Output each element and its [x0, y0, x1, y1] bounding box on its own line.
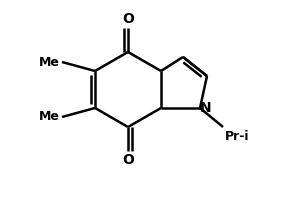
- Text: Pr-i: Pr-i: [225, 130, 249, 143]
- Text: O: O: [122, 12, 134, 26]
- Text: N: N: [200, 101, 212, 115]
- Text: Me: Me: [39, 110, 60, 124]
- Text: Me: Me: [39, 56, 60, 68]
- Text: O: O: [122, 153, 134, 167]
